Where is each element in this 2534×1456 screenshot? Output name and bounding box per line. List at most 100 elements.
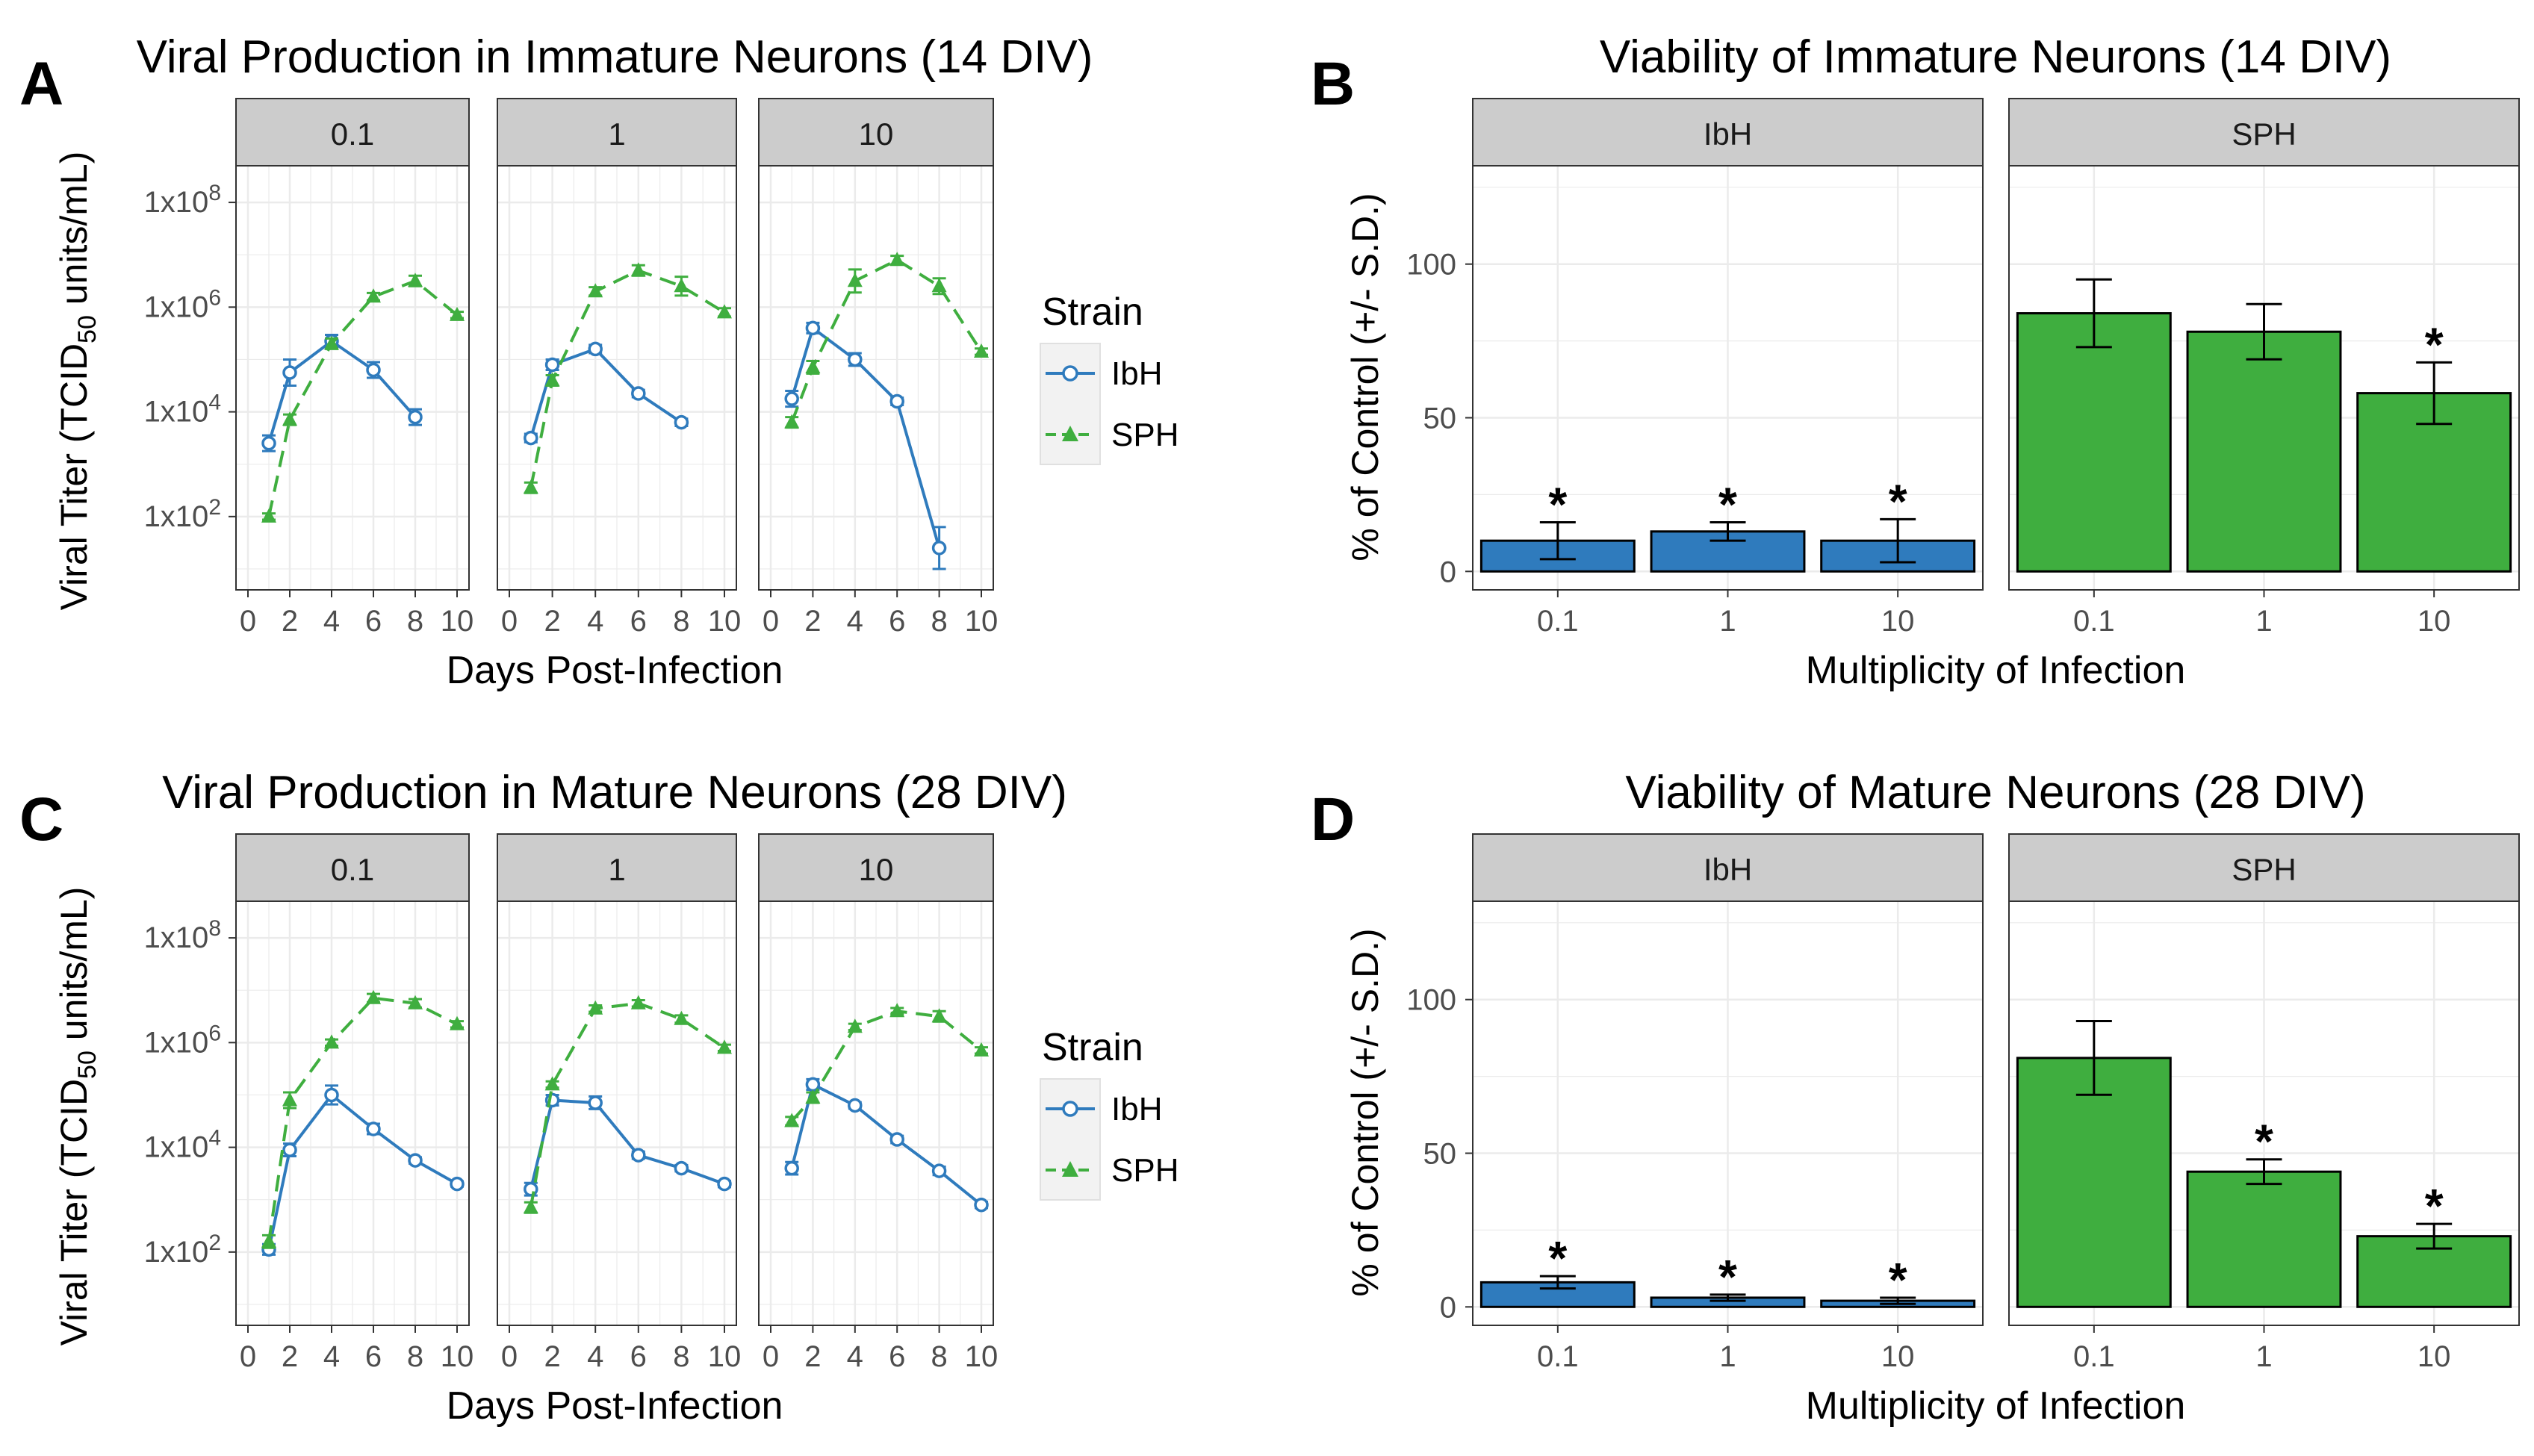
data-point-SPH — [366, 989, 381, 1004]
data-point-IbH — [366, 1121, 381, 1136]
data-point-SPH — [931, 1008, 947, 1023]
data-point-SPH — [847, 1018, 863, 1033]
x-tick-label: 10 — [1881, 1340, 1915, 1373]
facet-strip-label: IbH — [1704, 852, 1752, 887]
data-point-SPH — [889, 252, 905, 267]
data-point-IbH — [674, 414, 689, 430]
y-tick-label: 1x108 — [144, 916, 221, 954]
facet-strip-A-0 — [235, 98, 470, 167]
data-point-IbH — [450, 1176, 465, 1192]
data-point-SPH — [784, 1113, 800, 1127]
data-point-IbH — [805, 320, 821, 336]
legend-marker-IbH — [1062, 365, 1078, 382]
bar-SPH-0.1 — [2016, 1057, 2172, 1308]
facet-strip-C-1 — [497, 833, 737, 902]
data-point-SPH — [588, 1000, 603, 1015]
y-tick-label: 0 — [1440, 1291, 1456, 1324]
y-tick-label: 100 — [1406, 249, 1456, 281]
data-point-SPH — [408, 273, 423, 287]
x-tick-label: 6 — [889, 605, 905, 638]
significance-marker: * — [2255, 1115, 2273, 1169]
x-tick-label: 0 — [501, 605, 518, 638]
facet-strip-label: 10 — [859, 852, 894, 887]
data-point-IbH — [974, 1197, 989, 1213]
data-point-SPH — [544, 1076, 560, 1091]
facet-strip-label: 1 — [608, 116, 625, 152]
data-point-IbH — [408, 1153, 423, 1168]
data-point-IbH — [544, 357, 560, 373]
x-tick-label: 0 — [763, 1340, 779, 1373]
x-tick-label: 6 — [630, 605, 647, 638]
facet-strip-A-1 — [497, 98, 737, 167]
data-point-IbH — [674, 1160, 689, 1176]
y-axis-title-part: units/mL) — [53, 152, 95, 316]
y-axis-title-part: 50 — [73, 1051, 102, 1079]
data-point-SPH — [717, 1039, 732, 1054]
y-tick-label: 50 — [1423, 402, 1457, 435]
data-point-SPH — [324, 1034, 339, 1049]
data-point-IbH — [524, 1181, 538, 1197]
y-axis-title-B: % of Control (+/- S.D.) — [1344, 193, 1386, 561]
data-point-IbH — [366, 362, 381, 378]
x-tick-label: 10 — [441, 1340, 474, 1373]
data-point-SPH — [366, 288, 381, 303]
x-tick-label: 10 — [441, 605, 474, 638]
y-tick-exponent: 6 — [208, 1021, 221, 1045]
data-point-IbH — [848, 352, 863, 367]
series-line-SPH-A-0 — [267, 279, 459, 517]
x-tick-label: 8 — [407, 605, 423, 638]
x-tick-label: 2 — [282, 1340, 298, 1373]
bar-SPH-0.1 — [2016, 312, 2172, 573]
x-tick-label: 10 — [2417, 1340, 2451, 1373]
data-point-IbH — [784, 1160, 799, 1176]
significance-marker: * — [1548, 477, 1567, 531]
data-point-SPH — [630, 995, 646, 1009]
chart-title-B: Viability of Immature Neurons (14 DIV) — [1600, 31, 2391, 83]
x-axis-title-A: Days Post-Infection — [447, 649, 783, 692]
legend-label-SPH: SPH — [1111, 417, 1179, 453]
legend-key-box — [1040, 343, 1101, 465]
legend-marker-SPH — [1062, 1161, 1078, 1177]
data-point-IbH — [784, 391, 799, 406]
data-point-SPH — [450, 1015, 465, 1030]
x-tick-label: 2 — [544, 1340, 560, 1373]
y-axis-title-part: Viral Titer (TCID — [53, 343, 95, 610]
data-point-SPH — [261, 1233, 276, 1248]
y-tick-label: 1x104 — [144, 391, 221, 429]
facet-strip-label: 0.1 — [331, 116, 374, 152]
bar-SPH-1 — [2186, 330, 2342, 573]
y-tick-base: 1x10 — [144, 290, 209, 323]
data-point-SPH — [324, 335, 339, 350]
legend-key-box — [1040, 1078, 1101, 1201]
data-point-SPH — [805, 1089, 821, 1104]
legend-marker-SPH — [1062, 426, 1078, 441]
data-point-SPH — [974, 1042, 989, 1057]
x-tick-label: 0 — [763, 605, 779, 638]
significance-marker: * — [1548, 1231, 1567, 1285]
data-point-SPH — [847, 273, 863, 287]
data-point-IbH — [717, 1176, 732, 1192]
plot-border-A-0 — [235, 165, 470, 591]
y-tick-label: 100 — [1406, 984, 1456, 1017]
facet-strip-C-2 — [758, 833, 994, 902]
significance-marker: * — [1889, 474, 1907, 528]
bar-SPH-1 — [2186, 1170, 2342, 1308]
x-tick-label: 4 — [587, 605, 603, 638]
facet-strip-label: IbH — [1704, 116, 1752, 152]
x-tick-label: 0 — [240, 1340, 256, 1373]
data-point-IbH — [282, 365, 297, 380]
y-tick-label: 1x104 — [144, 1126, 221, 1164]
significance-marker: * — [2425, 1179, 2444, 1233]
data-point-IbH — [631, 1148, 646, 1163]
data-point-IbH — [324, 1087, 339, 1103]
x-tick-label: 2 — [804, 605, 821, 638]
x-tick-label: 8 — [931, 605, 947, 638]
x-tick-label: 0.1 — [2073, 605, 2115, 638]
data-point-SPH — [282, 1092, 297, 1107]
data-point-IbH — [889, 1132, 904, 1147]
data-point-SPH — [544, 372, 560, 387]
y-axis-title-part: units/mL) — [53, 887, 95, 1051]
legend-label-IbH: IbH — [1111, 1091, 1162, 1127]
x-tick-label: 10 — [1881, 605, 1915, 638]
y-tick-exponent: 8 — [208, 181, 221, 205]
